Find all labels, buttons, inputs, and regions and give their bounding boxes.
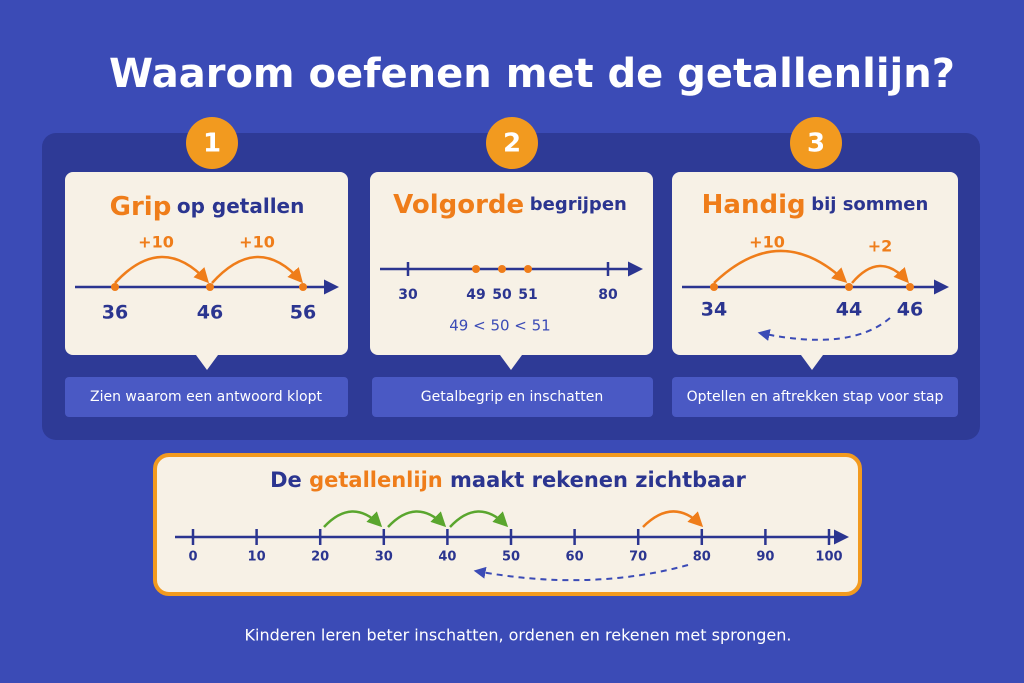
tick-label: 100 (815, 550, 842, 565)
point (845, 283, 853, 291)
jump-arc (851, 264, 909, 284)
badge (790, 117, 842, 169)
badge (186, 117, 238, 169)
point (498, 265, 506, 273)
caption-box (672, 377, 958, 417)
badge-number: 3 (807, 129, 825, 159)
number-label: 46 (197, 302, 223, 324)
badge (486, 117, 538, 169)
card-box (65, 172, 348, 355)
jump-label: +10 (749, 233, 785, 252)
comparison: 49 < 50 < 51 (449, 317, 550, 335)
number-label: 44 (836, 299, 862, 321)
jump-label: +2 (868, 237, 893, 256)
card: 3 Handig bij sommen +10 +2 34 44 46 Opte… (672, 117, 958, 417)
tick-label: 20 (311, 550, 329, 565)
badge-number: 1 (203, 129, 221, 159)
pointer (801, 355, 823, 370)
tick-label: 10 (248, 550, 266, 565)
back-arrow (757, 317, 891, 341)
jump-arc (114, 255, 210, 284)
pointer (196, 355, 218, 370)
tick-label: 30 (375, 550, 393, 565)
point (472, 265, 480, 273)
point (299, 283, 307, 291)
tick-label: 60 (566, 550, 584, 565)
number-label: 34 (701, 299, 727, 321)
card-heading: Volgorde begrijpen (393, 190, 627, 220)
jump-arc (449, 510, 509, 528)
point (111, 283, 119, 291)
tick-label: 0 (188, 550, 197, 565)
number-label: 46 (897, 299, 923, 321)
title: Waarom oefenen met de getallenlijn? (109, 51, 955, 97)
jump-arc (713, 249, 848, 284)
jump-arc (323, 510, 383, 528)
point (524, 265, 532, 273)
card-box (370, 172, 653, 355)
point (710, 283, 718, 291)
card-heading: Handig bij sommen (702, 190, 929, 220)
jump-arc (387, 510, 447, 528)
number-label: 51 (518, 287, 537, 303)
number-label: 36 (102, 302, 128, 324)
caption: Optellen en aftrekken stap voor stap (687, 389, 944, 405)
jump-label: +10 (138, 233, 174, 252)
banner: De getallenlijn maakt rekenen zichtbaar … (153, 453, 862, 596)
caption: Getalbegrip en inschatten (421, 389, 603, 405)
point (206, 283, 214, 291)
card: 2 Volgorde begrijpen 30 49 50 51 80 49 <… (370, 117, 653, 417)
tick-label: 50 (502, 550, 520, 565)
number-label: 49 (466, 287, 485, 303)
number-label: 30 (398, 287, 418, 303)
caption-box (65, 377, 348, 417)
badge-number: 2 (503, 129, 521, 159)
jump-arc (211, 255, 303, 284)
footer: Kinderen leren beter inschatten, ordenen… (245, 626, 792, 645)
caption-box (372, 377, 653, 417)
number-label: 80 (598, 287, 618, 303)
card: 1 Grip op getallen +10 +10 36 46 56 Zien… (65, 117, 348, 417)
tick-label: 40 (438, 550, 456, 565)
number-label: 56 (290, 302, 316, 324)
jump-label: +10 (239, 233, 275, 252)
tick-label: 70 (629, 550, 647, 565)
pointer (500, 355, 522, 370)
tick-label: 90 (756, 550, 774, 565)
banner-heading: De getallenlijn maakt rekenen zichtbaar (270, 468, 746, 492)
jump-arc (642, 510, 704, 528)
card-heading: Grip op getallen (110, 192, 305, 222)
tick-label: 80 (693, 550, 711, 565)
card-box (672, 172, 958, 355)
point (906, 283, 914, 291)
caption: Zien waarom een antwoord klopt (90, 389, 322, 405)
back-arrow (473, 564, 689, 582)
number-label: 50 (492, 287, 512, 303)
